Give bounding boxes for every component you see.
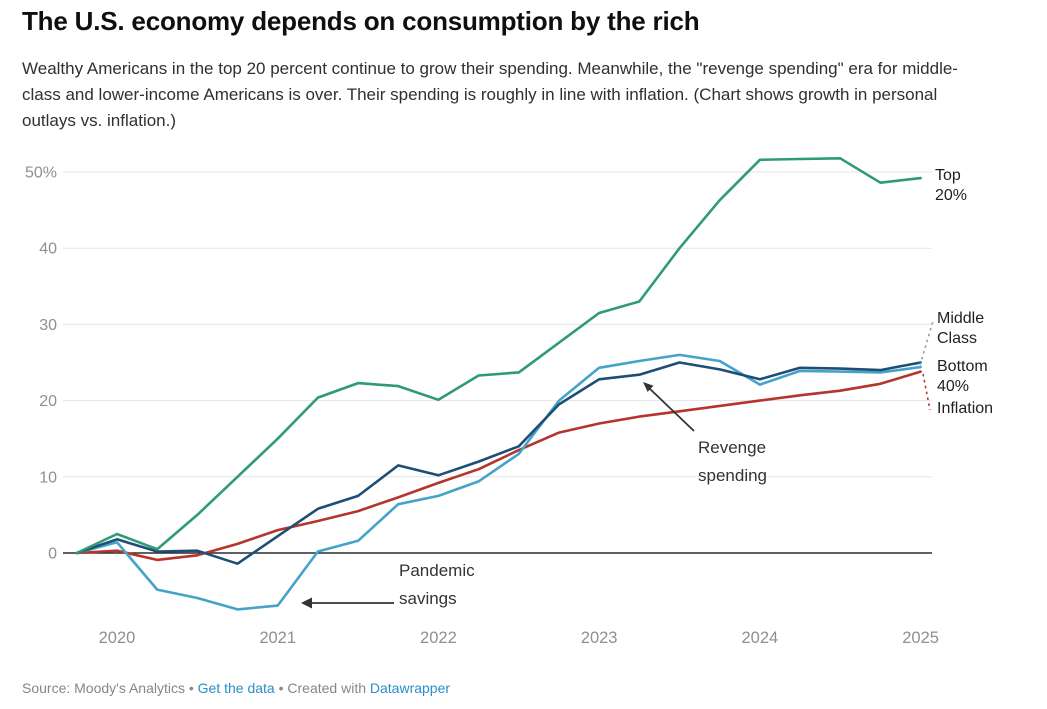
x-axis-tick-label: 2020 (99, 629, 136, 647)
middle-class-leader-line (919, 320, 934, 366)
get-the-data-link[interactable]: Get the data (197, 680, 275, 696)
revenge-spending-arrow (648, 387, 695, 432)
revenge-spending-arrowhead (643, 382, 654, 392)
annotation-pandemic-savings: Pandemic savings (399, 561, 475, 608)
created-with-text: Created with (287, 680, 366, 696)
y-axis-tick-label: 30 (39, 317, 57, 334)
x-axis-tick-label: 2022 (420, 629, 457, 647)
series-label-top-20: Top 20% (935, 167, 968, 204)
inflation-leader-line (922, 373, 931, 411)
y-axis-tick-label: 50% (25, 165, 57, 182)
x-axis-tick-label: 2025 (902, 629, 939, 647)
y-axis-tick-label: 40 (39, 241, 57, 258)
series-label-middle-class: Middle Class (937, 310, 985, 347)
series-line-middle-class (75, 353, 922, 611)
series-label-bottom-40: Bottom 40% (937, 358, 988, 395)
series-line-top-20- (75, 157, 922, 555)
x-axis-tick-label: 2023 (581, 629, 618, 647)
chart-title: The U.S. economy depends on consumption … (22, 6, 700, 36)
y-axis-tick-label: 10 (39, 469, 57, 486)
y-axis-tick-label: 20 (39, 393, 57, 410)
series-label-inflation: Inflation (937, 400, 994, 417)
datawrapper-link[interactable]: Datawrapper (369, 680, 451, 696)
source-text: Source: Moody's Analytics (22, 680, 185, 696)
series-line-inflation (75, 370, 922, 562)
chart-subtitle: Wealthy Americans in the top 20 percent … (22, 59, 958, 130)
annotation-revenge-spending: Revenge spending (698, 438, 768, 485)
x-axis-tick-label: 2024 (742, 629, 779, 647)
source-line: Source: Moody's Analytics • Get the data… (22, 680, 450, 696)
y-axis-tick-label: 0 (48, 546, 57, 563)
separator-dot: • (188, 680, 194, 696)
separator-dot: • (278, 680, 284, 696)
x-axis-tick-label: 2021 (259, 629, 296, 647)
pandemic-savings-arrowhead (301, 597, 312, 609)
series-line-bottom-40- (75, 361, 922, 566)
